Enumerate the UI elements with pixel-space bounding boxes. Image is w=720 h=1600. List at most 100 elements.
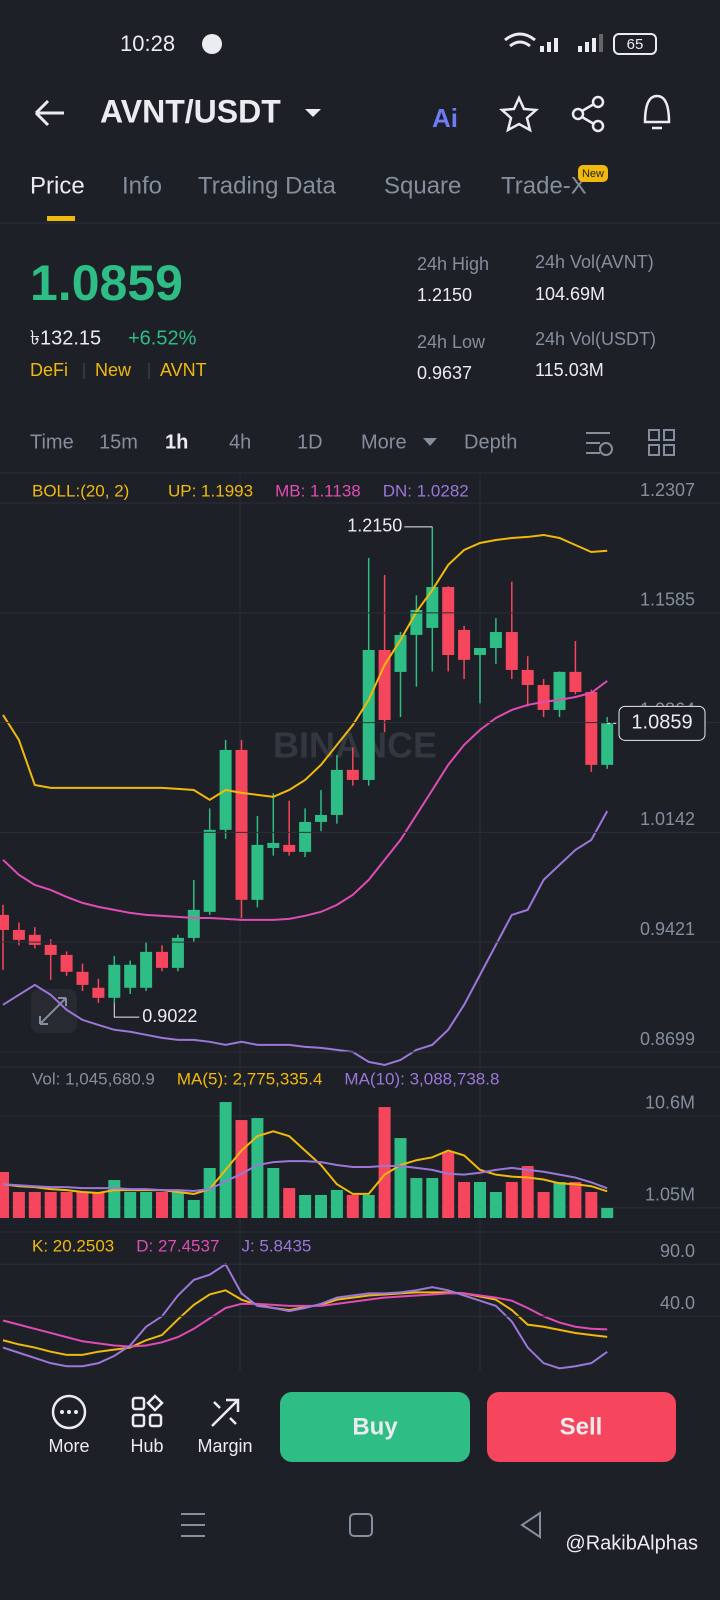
interval[interactable]: 1D bbox=[297, 431, 323, 453]
indicator-line bbox=[2, 1160, 608, 1193]
pair-dropdown[interactable] bbox=[305, 109, 321, 117]
action-label[interactable]: More bbox=[48, 1436, 89, 1456]
candle-body bbox=[601, 723, 614, 765]
tab[interactable]: Trade-X bbox=[501, 172, 587, 199]
favorite-button[interactable] bbox=[498, 94, 540, 133]
candle-body bbox=[537, 684, 550, 710]
buy-label[interactable]: Buy bbox=[352, 1413, 398, 1440]
fullscreen-icon bbox=[39, 997, 67, 1025]
user-watermark: @RakibAlphas bbox=[565, 1532, 698, 1554]
tag[interactable]: AVNT bbox=[160, 360, 207, 380]
candle-body bbox=[28, 934, 41, 945]
volume-bar bbox=[458, 1181, 471, 1218]
more-dropdown[interactable] bbox=[423, 438, 437, 446]
candle-body bbox=[569, 671, 582, 692]
tab[interactable]: Trading Data bbox=[198, 172, 337, 199]
margin-icon[interactable] bbox=[211, 1398, 240, 1427]
nav-menu[interactable] bbox=[181, 1513, 205, 1537]
layout-button[interactable] bbox=[648, 429, 675, 456]
price-plot bbox=[0, 526, 614, 1066]
more-icon[interactable] bbox=[51, 1394, 87, 1430]
y-tick-label: 1.05M bbox=[645, 1185, 695, 1205]
volume-bar bbox=[346, 1194, 359, 1218]
volume-bar bbox=[394, 1138, 407, 1218]
volume-bar bbox=[92, 1191, 105, 1218]
interval[interactable]: 15m bbox=[99, 431, 138, 453]
action-label[interactable]: Margin bbox=[197, 1436, 252, 1456]
volume-bar bbox=[0, 1171, 9, 1218]
volume-bar bbox=[124, 1191, 137, 1218]
sell-label[interactable]: Sell bbox=[560, 1413, 603, 1440]
indicator-settings[interactable] bbox=[586, 432, 613, 456]
tab-badge: New bbox=[582, 168, 604, 180]
interval[interactable]: 4h bbox=[229, 431, 251, 453]
alert-button[interactable] bbox=[643, 94, 671, 130]
volume-bar bbox=[203, 1168, 216, 1218]
chart-watermark: BINANCE bbox=[273, 725, 437, 766]
interval[interactable]: More bbox=[361, 431, 407, 453]
volume-bar bbox=[219, 1102, 232, 1218]
legend-entry: MA(5): 2,775,335.4 bbox=[177, 1069, 323, 1088]
candle-body bbox=[0, 914, 9, 930]
candle-body bbox=[156, 951, 168, 968]
last-price-tag-label: 1.0859 bbox=[631, 712, 692, 734]
interval[interactable]: Time bbox=[30, 431, 74, 453]
candle-body bbox=[60, 954, 73, 972]
volume-bar bbox=[505, 1181, 518, 1218]
interval[interactable]: 1h bbox=[165, 431, 188, 453]
candle-body bbox=[171, 937, 184, 968]
volume-bar bbox=[521, 1165, 534, 1218]
tag[interactable]: DeFi bbox=[30, 360, 68, 380]
volume-bar bbox=[426, 1178, 439, 1218]
candle-body bbox=[378, 649, 391, 720]
volume-bar bbox=[362, 1194, 375, 1218]
interval[interactable]: Depth bbox=[464, 431, 517, 453]
tab[interactable]: Info bbox=[122, 172, 162, 199]
nav-back[interactable] bbox=[520, 1511, 541, 1539]
indicator-line bbox=[2, 1292, 608, 1348]
battery-icon bbox=[613, 33, 657, 55]
candle-body bbox=[505, 632, 518, 670]
candle-body bbox=[187, 909, 200, 938]
hub-icon[interactable] bbox=[131, 1394, 164, 1428]
volume-bar bbox=[251, 1118, 264, 1218]
candle-body bbox=[76, 971, 89, 985]
indicator-line bbox=[2, 810, 609, 1066]
action-label[interactable]: Hub bbox=[130, 1436, 163, 1456]
stat-value: 1.2150 bbox=[417, 285, 472, 305]
legend-entry: UP: 1.1993 bbox=[168, 481, 253, 500]
tag[interactable]: New bbox=[95, 360, 132, 380]
stat-value: 0.9637 bbox=[417, 363, 472, 383]
legend-entry: DN: 1.0282 bbox=[383, 481, 469, 500]
legend-entry: D: 27.4537 bbox=[136, 1236, 219, 1255]
volume-bar bbox=[76, 1191, 89, 1218]
candle-body bbox=[140, 951, 153, 988]
legend-entry: J: 5.8435 bbox=[241, 1236, 311, 1255]
volume-bar bbox=[537, 1191, 550, 1218]
candle-body bbox=[251, 844, 264, 900]
buy-button[interactable] bbox=[280, 1392, 470, 1462]
stat-label: 24h Vol(AVNT) bbox=[535, 252, 654, 272]
nav-home[interactable] bbox=[349, 1513, 373, 1537]
candle-body bbox=[44, 944, 57, 955]
volume-bar bbox=[12, 1191, 25, 1218]
volume-bar bbox=[44, 1191, 57, 1218]
share-button[interactable] bbox=[571, 95, 605, 133]
status-time: 10:28 bbox=[120, 31, 175, 56]
volume-bar bbox=[553, 1181, 566, 1218]
candle-body bbox=[346, 769, 359, 780]
y-tick-label: 90.0 bbox=[660, 1241, 695, 1261]
tab[interactable]: Price bbox=[30, 172, 85, 199]
volume-bar bbox=[28, 1191, 41, 1218]
signal-icon bbox=[540, 34, 603, 52]
back-button[interactable] bbox=[34, 99, 64, 127]
tab[interactable]: Square bbox=[384, 172, 461, 199]
sell-button[interactable] bbox=[487, 1392, 676, 1462]
volume-bar bbox=[315, 1194, 327, 1218]
ai-button[interactable]: Ai bbox=[432, 103, 458, 133]
volume-bar bbox=[474, 1181, 486, 1218]
pair-title[interactable]: AVNT/USDT bbox=[100, 93, 281, 129]
candle-body bbox=[362, 649, 375, 780]
volume-bar bbox=[140, 1191, 153, 1218]
